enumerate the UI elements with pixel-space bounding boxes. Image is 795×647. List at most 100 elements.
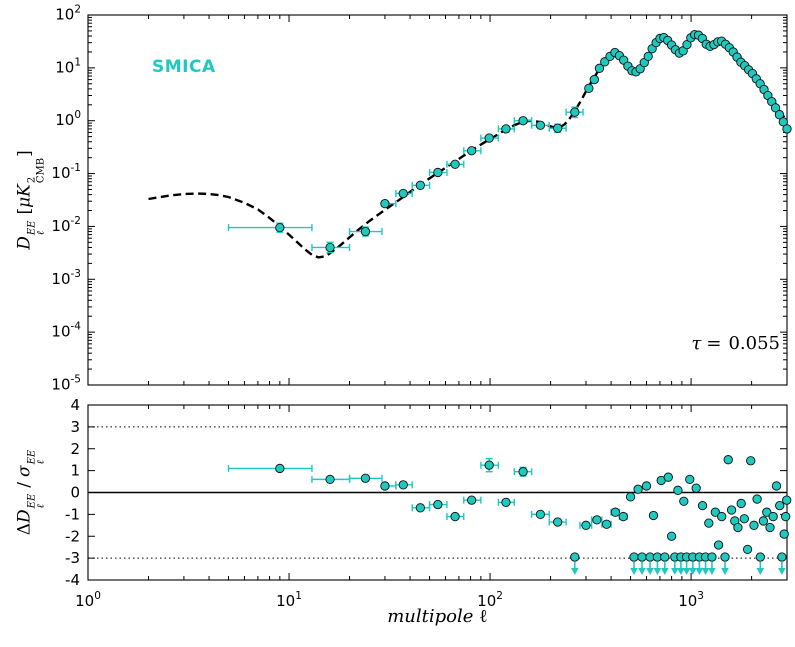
clipped-residual-marker [720, 552, 730, 562]
residual-y-tick-label: 2 [70, 440, 80, 458]
residual-point-marker [398, 480, 408, 490]
data-point-marker [501, 124, 511, 134]
residual-y-tick-label: 1 [70, 462, 80, 480]
residual-y-tick-label: 3 [70, 418, 80, 436]
residual-point-marker [467, 495, 477, 505]
tau-value: 0.055 [728, 333, 780, 354]
residual-point-marker [726, 505, 737, 515]
lower-limit-arrow-head [630, 568, 638, 576]
lower-limit-arrow-head [756, 568, 765, 576]
residual-point-marker [433, 499, 443, 510]
y-tick-label: 100 [55, 109, 81, 129]
data-point-marker [450, 159, 460, 169]
residual-point-marker [618, 511, 628, 522]
data-point-marker [398, 188, 408, 199]
data-point-marker [584, 83, 594, 93]
residual-point-marker [641, 481, 652, 491]
residual-point-marker [746, 456, 756, 466]
clipped-residual-marker [570, 552, 580, 562]
data-point-marker [589, 74, 599, 85]
lower-limit-arrow-head [721, 568, 729, 576]
data-point-marker [467, 146, 477, 156]
data-point-marker [433, 167, 443, 178]
residual-y-tick-label: -1 [65, 505, 80, 523]
lower-limit-arrow-head [638, 568, 646, 576]
x-tick-label: 103 [678, 590, 704, 610]
residual-point-marker [663, 472, 673, 482]
data-point-marker [325, 242, 335, 253]
residual-point-marker [691, 483, 701, 493]
residual-point-marker [610, 507, 620, 517]
data-point-marker [682, 39, 692, 50]
residual-point-marker [717, 511, 727, 522]
y-tick-label: 10-2 [51, 215, 81, 235]
lower-limit-arrow-head [689, 568, 697, 576]
top-y-axis-label: D EE ℓ [μK 2 CMB] [14, 150, 47, 250]
lower-limit-arrow-head [671, 568, 679, 576]
x-axis-label: multipole ℓ [387, 606, 488, 627]
tau-symbol: τ [691, 333, 702, 354]
residual-point-marker [710, 507, 720, 517]
data-point-marker [360, 226, 371, 237]
residual-point-marker [713, 540, 724, 550]
clipped-residual-marker [777, 552, 787, 562]
residual-point-marker [633, 484, 643, 494]
residual-point-marker [415, 503, 425, 513]
data-point-marker [774, 110, 785, 120]
clipped-residual-marker [755, 552, 765, 562]
lower-limit-arrow-head [701, 568, 710, 576]
data-point-marker [484, 133, 494, 143]
spectrum-panel-frame [87, 14, 788, 386]
data-point-marker [380, 198, 390, 209]
clipped-residual-marker [660, 552, 670, 562]
residual-point-marker [601, 519, 612, 529]
residual-point-marker [553, 517, 563, 527]
residual-point-marker [501, 497, 511, 507]
residual-point-marker [673, 485, 683, 495]
data-point-marker [553, 123, 563, 133]
residual-point-marker [275, 463, 285, 474]
residual-point-marker [781, 511, 791, 522]
data-point-marker [415, 180, 425, 190]
x-tick-label: 100 [75, 590, 101, 610]
residual-point-marker [762, 507, 772, 517]
tau-annotation: τ = 0.055 [610, 333, 780, 354]
residual-point-marker [779, 529, 789, 539]
residual-point-marker [685, 474, 695, 485]
lower-limit-arrow-head [708, 568, 716, 576]
residual-point-marker [765, 522, 775, 533]
residual-point-marker [625, 492, 636, 502]
residual-y-tick-label: -2 [65, 527, 80, 545]
residual-point-marker [782, 495, 792, 505]
smica-label: SMICA [152, 57, 216, 77]
tau-equals: = [706, 333, 722, 354]
residual-point-marker [518, 467, 528, 477]
residual-point-marker [752, 494, 762, 504]
residual-point-marker [592, 515, 602, 525]
y-tick-label: 10-3 [51, 268, 81, 288]
residual-point-marker [736, 498, 746, 509]
data-point-marker [535, 120, 546, 130]
residual-point-marker [758, 516, 769, 526]
residual-point-marker [380, 481, 390, 491]
x-tick-label: 101 [276, 590, 302, 610]
y-tick-label: 101 [55, 56, 81, 76]
residual-point-marker [679, 496, 689, 506]
residual-point-marker [723, 455, 733, 465]
residual-point-marker [484, 460, 494, 470]
residual-point-marker [666, 531, 677, 541]
y-tick-label: 10-5 [51, 374, 81, 394]
data-point-marker [643, 51, 653, 62]
residual-point-marker [768, 511, 778, 522]
residual-point-marker [775, 500, 785, 511]
x-tick-label: 102 [477, 590, 503, 610]
residual-point-marker [742, 544, 753, 555]
residual-point-marker [535, 509, 546, 520]
residual-point-marker [697, 500, 708, 511]
data-point-marker [275, 222, 285, 233]
residual-point-marker [749, 520, 759, 530]
data-point-marker [778, 117, 788, 127]
data-point-marker [770, 103, 781, 113]
